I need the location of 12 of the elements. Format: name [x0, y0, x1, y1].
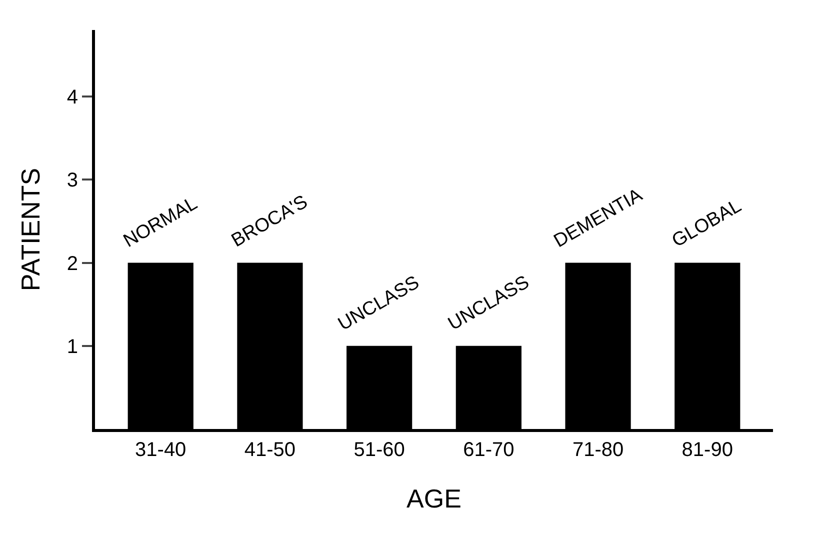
x-tick-label: 41-50 — [244, 439, 296, 461]
y-tick-label: 2 — [66, 252, 78, 275]
x-tick-label: 31-40 — [135, 439, 186, 461]
y-tick-label: 4 — [66, 86, 78, 108]
y-axis-title: PATIENTS — [15, 168, 46, 292]
x-tick-label: 81-90 — [682, 439, 733, 461]
x-tick-label: 61-70 — [463, 439, 514, 461]
y-tick-label: 1 — [66, 336, 78, 358]
x-axis-title: AGE — [406, 484, 462, 514]
y-tick-label: 3 — [66, 170, 78, 192]
x-tick-label: 71-80 — [572, 439, 624, 461]
x-tick-label: 51-60 — [354, 439, 405, 461]
